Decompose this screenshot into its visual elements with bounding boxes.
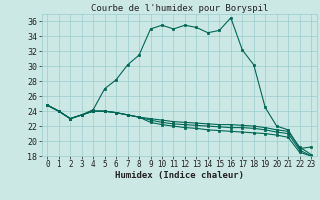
- Title: Courbe de l'humidex pour Boryspil: Courbe de l'humidex pour Boryspil: [91, 4, 268, 13]
- X-axis label: Humidex (Indice chaleur): Humidex (Indice chaleur): [115, 171, 244, 180]
